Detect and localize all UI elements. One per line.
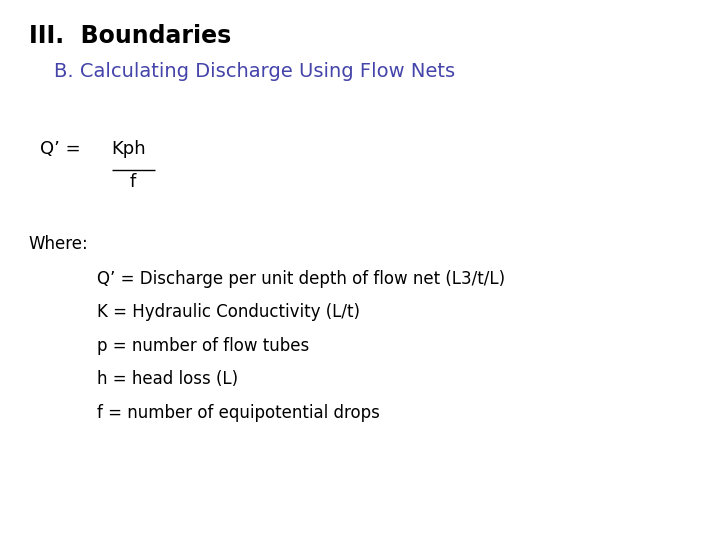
Text: f: f <box>130 173 136 191</box>
Text: III.  Boundaries: III. Boundaries <box>29 24 231 48</box>
Text: f = number of equipotential drops: f = number of equipotential drops <box>97 404 380 422</box>
Text: Where:: Where: <box>29 235 89 253</box>
Text: Q’ = Discharge per unit depth of flow net (L3/t/L): Q’ = Discharge per unit depth of flow ne… <box>97 270 505 288</box>
Text: B. Calculating Discharge Using Flow Nets: B. Calculating Discharge Using Flow Nets <box>54 62 455 81</box>
Text: h = head loss (L): h = head loss (L) <box>97 370 238 388</box>
Text: Q’ =: Q’ = <box>40 140 86 158</box>
Text: p = number of flow tubes: p = number of flow tubes <box>97 337 310 355</box>
Text: K = Hydraulic Conductivity (L/t): K = Hydraulic Conductivity (L/t) <box>97 303 360 321</box>
Text: Kph: Kph <box>112 140 146 158</box>
